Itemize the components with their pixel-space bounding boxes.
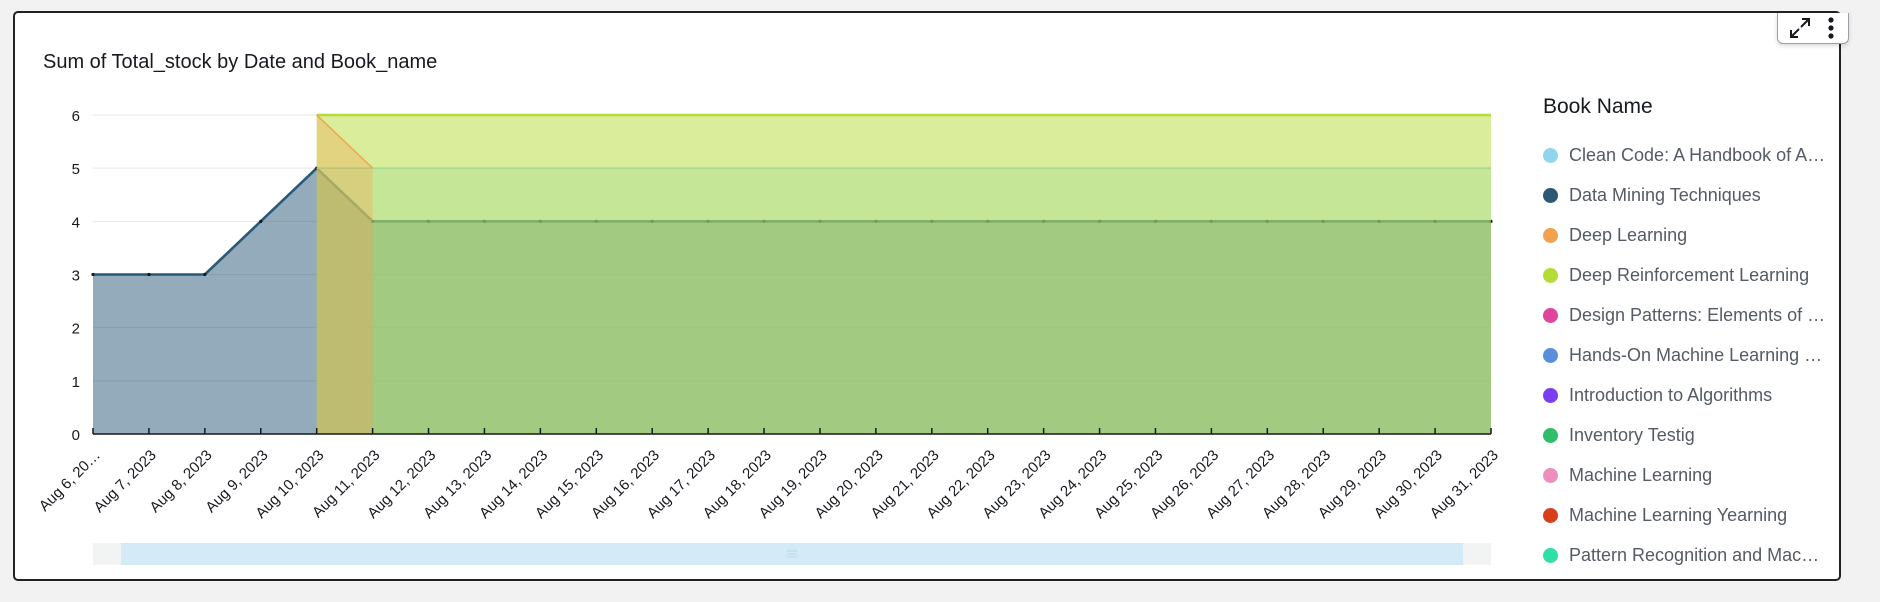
visual-toolbar [1777, 13, 1849, 44]
legend-item[interactable]: Machine Learning Yearning [1543, 495, 1843, 535]
legend-item[interactable]: Pattern Recognition and Mac… [1543, 535, 1843, 575]
legend-item[interactable]: Design Patterns: Elements of … [1543, 295, 1843, 335]
chart-title: Sum of Total_stock by Date and Book_name [43, 51, 438, 73]
legend-label: Data Mining Techniques [1569, 184, 1761, 205]
legend-item[interactable]: Hands-On Machine Learning … [1543, 335, 1843, 375]
legend-label: Introduction to Algorithms [1569, 384, 1773, 405]
legend-swatch [1543, 507, 1558, 523]
series-area [316, 115, 373, 434]
legend-label: Deep Reinforcement Learning [1569, 264, 1810, 285]
more-vertical-icon[interactable] [1822, 16, 1840, 40]
legend-item[interactable]: Machine Learning [1543, 455, 1843, 495]
legend-label: Pattern Recognition and Mac… [1569, 544, 1820, 565]
legend-label: Machine Learning [1569, 464, 1713, 485]
legend: Book Name Clean Code: A Handbook of A… Da… [1543, 95, 1843, 575]
legend-swatch [1543, 547, 1558, 563]
data-point [91, 272, 95, 277]
legend-swatch [1543, 147, 1558, 163]
y-tick-label: 6 [72, 108, 80, 125]
legend-swatch [1543, 427, 1558, 443]
legend-item[interactable]: Data Mining Techniques [1543, 175, 1843, 215]
y-tick-label: 5 [72, 161, 80, 178]
legend-swatch [1543, 187, 1558, 203]
y-tick-label: 0 [72, 427, 80, 444]
legend-label: Machine Learning Yearning [1569, 504, 1788, 525]
data-point [259, 219, 263, 223]
legend-title: Book Name [1543, 95, 1653, 118]
legend-swatch [1543, 307, 1558, 323]
series-area [316, 115, 1492, 434]
legend-label: Design Patterns: Elements of … [1569, 304, 1826, 325]
legend-swatch [1543, 347, 1558, 363]
legend-swatch [1543, 387, 1558, 403]
series-line [316, 114, 374, 169]
legend-swatch [1543, 467, 1558, 483]
legend-label: Hands-On Machine Learning … [1569, 344, 1823, 365]
legend-swatch [1543, 227, 1558, 243]
chart-card: Sum of Total_stock by Date and Book_name… [13, 11, 1849, 581]
data-point [147, 272, 151, 277]
expand-icon[interactable] [1788, 16, 1812, 40]
legend-item[interactable]: Introduction to Algorithms [1543, 375, 1843, 415]
y-tick-label: 3 [72, 268, 80, 285]
data-point [203, 272, 207, 277]
y-tick-label: 1 [72, 374, 80, 391]
legend-item[interactable]: Deep Learning [1543, 215, 1843, 255]
legend-item[interactable]: Deep Reinforcement Learning [1543, 255, 1843, 295]
legend-item[interactable]: Inventory Testig [1543, 415, 1843, 455]
legend-item[interactable]: Clean Code: A Handbook of A… [1543, 135, 1843, 175]
legend-label: Clean Code: A Handbook of A… [1569, 144, 1826, 165]
y-tick-label: 4 [72, 214, 80, 231]
legend-swatch [1543, 267, 1558, 283]
y-tick-label: 2 [72, 321, 80, 338]
legend-label: Deep Learning [1569, 224, 1688, 245]
legend-label: Inventory Testig [1569, 424, 1695, 445]
